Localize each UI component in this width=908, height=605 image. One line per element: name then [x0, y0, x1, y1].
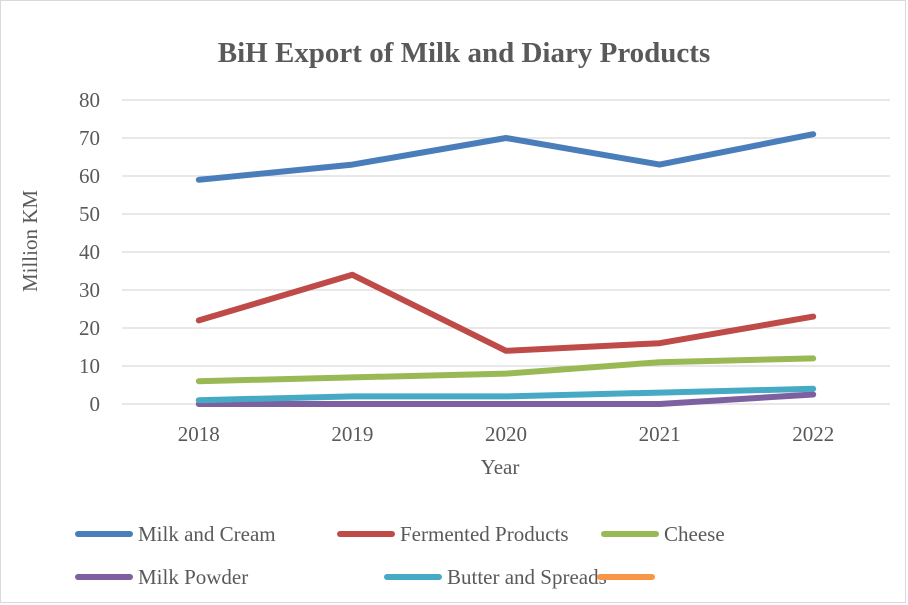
legend-label: Milk Powder — [138, 565, 248, 589]
x-tick-label: 2020 — [485, 422, 527, 446]
series-line-2 — [195, 355, 817, 385]
legend-label: Cheese — [664, 522, 725, 546]
y-tick-label: 40 — [79, 240, 100, 264]
series-line-1 — [195, 271, 817, 354]
series-lines — [195, 131, 817, 407]
y-tick-label: 10 — [79, 354, 100, 378]
chart-title: BiH Export of Milk and Diary Products — [218, 37, 711, 69]
legend-label: Milk and Cream — [138, 522, 276, 546]
series-line-0 — [195, 131, 817, 183]
y-tick-label: 20 — [79, 316, 100, 340]
legend-label: Fermented Products — [400, 522, 569, 546]
series-line-3 — [195, 391, 817, 407]
x-tick-label: 2021 — [639, 422, 681, 446]
legend-label: Butter and Spreads — [447, 565, 607, 589]
y-tick-label: 80 — [79, 88, 100, 112]
x-axis-label: Year — [481, 455, 520, 479]
x-tick-label: 2018 — [178, 422, 220, 446]
y-axis-label: Million KM — [18, 190, 42, 292]
y-tick-label: 30 — [79, 278, 100, 302]
y-tick-label: 70 — [79, 126, 100, 150]
x-tick-label: 2022 — [792, 422, 834, 446]
x-axis-ticks: 2018 2019 2020 2021 2022 — [178, 422, 834, 446]
y-tick-label: 60 — [79, 164, 100, 188]
y-axis-ticks: 0 10 20 30 40 50 60 70 80 — [79, 88, 100, 416]
series-line-4 — [195, 385, 817, 404]
y-tick-label: 0 — [90, 392, 101, 416]
legend: Milk and Cream Fermented Products Cheese Mi… — [75, 522, 725, 589]
x-tick-label: 2019 — [331, 422, 373, 446]
y-tick-label: 50 — [79, 202, 100, 226]
